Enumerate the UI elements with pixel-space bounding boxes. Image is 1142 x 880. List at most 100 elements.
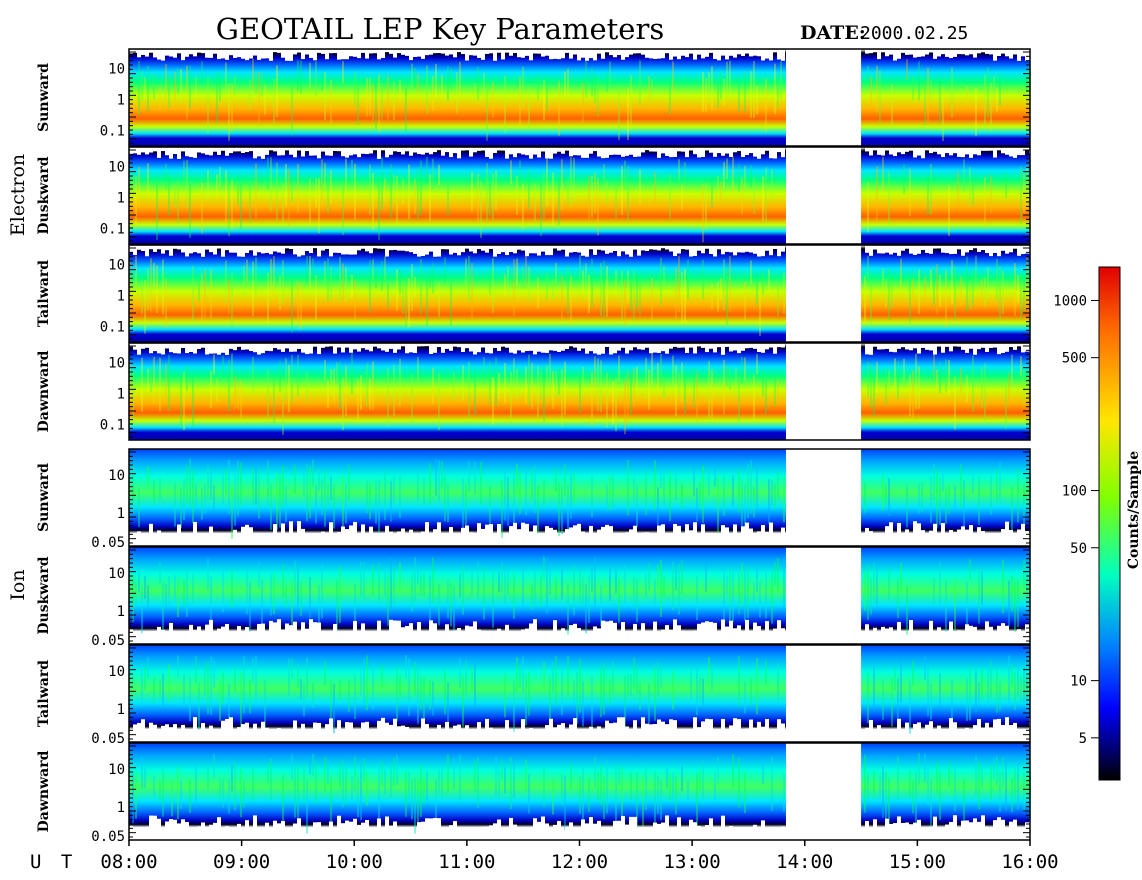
colorbar-tick-label: 50 <box>1070 541 1087 557</box>
y-tick-label: 1 <box>117 386 125 402</box>
spectrogram-edge <box>129 521 1033 545</box>
panel-frame <box>128 48 1031 147</box>
ion-dawnward-panel: 10 1 0.05 Dawnward <box>36 742 1033 845</box>
panel-name-label: Sunward <box>36 463 52 532</box>
y-tick-label: 1 <box>117 604 125 620</box>
minor-ticks <box>129 51 1030 144</box>
y-tick-label: 10 <box>108 762 125 778</box>
spectrogram-texture <box>141 655 1028 739</box>
ion-sunward-panel: 10 1 0.05 Sunward <box>36 448 1033 551</box>
y-tick-label: 1 <box>117 190 125 206</box>
y-tick-label: 0.1 <box>100 123 125 139</box>
spectrogram-edge <box>129 246 1033 257</box>
spectrogram-texture <box>129 352 1025 435</box>
spectrogram-texture <box>132 156 1031 243</box>
x-tick-label: 10:00 <box>326 851 383 873</box>
y-tick-label: 10 <box>108 664 125 680</box>
spectrogram-texture <box>132 556 1028 641</box>
x-tick-label: 11:00 <box>438 851 495 873</box>
colorbar-label: Counts/Sample <box>1126 451 1142 569</box>
y-tick-label: 10 <box>108 159 125 175</box>
spectrogram-fill <box>129 343 1030 440</box>
x-tick-label: 08:00 <box>100 851 157 873</box>
spectrogram-texture <box>132 458 1031 545</box>
panel-frame <box>128 546 1031 645</box>
x-axis: U T 08:00 09:00 10:00 11:00 12:00 13:00 14:00 1… <box>30 840 1059 873</box>
x-tick-label: 16:00 <box>1001 851 1058 873</box>
colorbar-tick-label: 500 <box>1062 351 1087 367</box>
data-gap <box>785 147 862 244</box>
minor-ticks <box>129 345 1030 438</box>
data-gap <box>785 547 862 644</box>
y-tick-label: 1 <box>117 800 125 816</box>
date-value: 2000.02.25 <box>860 23 968 44</box>
spectrogram-texture <box>129 254 1031 336</box>
minor-ticks <box>129 149 1030 242</box>
spectrogram-edge <box>129 50 1033 61</box>
x-tick-label: 12:00 <box>551 851 608 873</box>
y-tick-label: 10 <box>108 355 125 371</box>
panel-frame <box>128 448 1031 547</box>
colorbar-tick-label: 5 <box>1079 731 1087 747</box>
ion-duskward-panel: 10 1 0.05 Duskward <box>36 546 1033 649</box>
electron-sunward-panel: 10 1 0.1 Sunward <box>36 48 1033 147</box>
panel-name-label: Dawnward <box>36 750 52 832</box>
group-label-electron: Electron <box>7 154 29 236</box>
spectrogram-edge <box>129 344 1033 355</box>
spectrogram-edge <box>129 717 1033 741</box>
panel-name-label: Tailward <box>36 260 52 327</box>
spectrogram-fill <box>129 49 1030 146</box>
colorbar-scale <box>1098 266 1121 781</box>
y-tick-label: 10 <box>108 566 125 582</box>
y-tick-label: 10 <box>108 61 125 77</box>
spectrogram-texture <box>129 58 1031 141</box>
y-tick-label: 10 <box>108 468 125 484</box>
y-tick-label: 1 <box>117 506 125 522</box>
minor-ticks <box>129 745 1030 838</box>
spectrogram-fill <box>129 245 1030 342</box>
panel-name-label: Sunward <box>36 63 52 132</box>
panel-frame <box>128 244 1031 343</box>
group-label-ion: Ion <box>7 569 29 600</box>
x-tick-label: 14:00 <box>776 851 833 873</box>
y-tick-label: 0.05 <box>91 731 125 747</box>
data-gap <box>785 343 862 440</box>
colorbar: 1000 500 100 50 10 5 Counts/Sample <box>1053 266 1142 781</box>
panel-name-label: Duskward <box>36 556 52 634</box>
y-tick-label: 0.05 <box>91 535 125 551</box>
ion-tailward-panel: 10 1 0.05 Tailward <box>36 644 1033 747</box>
spectrogram-edge <box>129 815 1033 839</box>
electron-tailward-panel: 10 1 0.1 Tailward <box>36 244 1033 343</box>
data-gap <box>785 245 862 342</box>
y-tick-label: 10 <box>108 257 125 273</box>
x-tick-label: 09:00 <box>213 851 270 873</box>
panel-frame <box>128 146 1031 245</box>
y-tick-label: 1 <box>117 92 125 108</box>
minor-ticks <box>129 247 1030 340</box>
minor-ticks <box>129 647 1030 740</box>
y-tick-label: 0.1 <box>100 319 125 335</box>
spectrogram-panels: 10 1 0.1 Sunward 10 1 0.1 Duskward 10 1 0.1 Tailwar… <box>36 48 1033 845</box>
y-tick-label: 1 <box>117 702 125 718</box>
spectrogram-fill <box>129 147 1030 244</box>
panel-frame <box>128 644 1031 743</box>
y-tick-label: 0.05 <box>91 633 125 649</box>
colorbar-tick-label: 10 <box>1070 674 1087 690</box>
electron-duskward-panel: 10 1 0.1 Duskward <box>36 146 1033 245</box>
y-tick-label: 0.1 <box>100 221 125 237</box>
panel-frame <box>128 342 1031 441</box>
electron-dawnward-panel: 10 1 0.1 Dawnward <box>36 342 1033 441</box>
chart-title: GEOTAIL LEP Key Parameters <box>216 12 664 46</box>
data-gap <box>785 743 862 840</box>
minor-ticks <box>129 451 1030 544</box>
x-tick-label: 15:00 <box>889 851 946 873</box>
data-gap <box>785 645 862 742</box>
panel-name-label: Dawnward <box>36 350 52 432</box>
colorbar-tick-label: 100 <box>1062 484 1087 500</box>
spectrogram-edge <box>129 148 1033 159</box>
data-gap <box>785 449 862 546</box>
x-tick-label: 13:00 <box>664 851 721 873</box>
spectrogram-edge <box>129 619 1033 643</box>
date-label: DATE: <box>800 22 866 44</box>
